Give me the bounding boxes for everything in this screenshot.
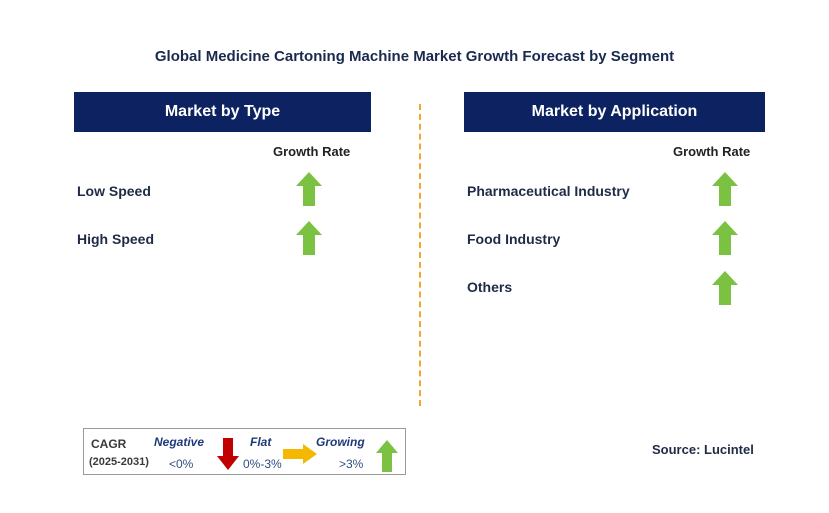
negative-arrow-icon — [217, 438, 239, 470]
panel-divider — [419, 104, 421, 406]
legend-negative-range: <0% — [169, 457, 194, 471]
growing-arrow-icon — [712, 172, 738, 206]
cagr-legend: CAGR (2025-2031) Negative <0% Flat 0%-3%… — [83, 428, 406, 475]
row-label-low-speed: Low Speed — [77, 183, 151, 199]
market-by-application-header: Market by Application — [464, 92, 765, 132]
left-growth-rate-header: Growth Rate — [273, 144, 351, 159]
market-by-type-header: Market by Type — [74, 92, 371, 132]
source-label: Source: Lucintel — [652, 442, 754, 457]
legend-period: (2025-2031) — [89, 456, 149, 468]
growing-arrow-icon — [296, 172, 322, 206]
legend-flat-label: Flat — [250, 435, 272, 449]
legend-flat-range: 0%-3% — [243, 457, 282, 471]
row-label-food-industry: Food Industry — [467, 231, 561, 247]
row-label-high-speed: High Speed — [77, 231, 155, 247]
growing-arrow-icon — [712, 271, 738, 305]
legend-growing-label: Growing — [316, 435, 365, 449]
growing-arrow-icon — [296, 221, 322, 255]
right-growth-rate-header: Growth Rate — [673, 144, 751, 159]
growing-arrow-icon — [376, 440, 398, 472]
row-label-others: Others — [467, 279, 513, 295]
chart-title: Global Medicine Cartoning Machine Market… — [154, 48, 675, 65]
legend-cagr-label: CAGR — [91, 437, 127, 451]
row-label-pharmaceutical-industry: Pharmaceutical Industry — [467, 183, 630, 199]
legend-growing-range: >3% — [339, 457, 364, 471]
growing-arrow-icon — [712, 221, 738, 255]
legend-negative-label: Negative — [154, 435, 205, 449]
flat-arrow-icon — [283, 444, 317, 464]
